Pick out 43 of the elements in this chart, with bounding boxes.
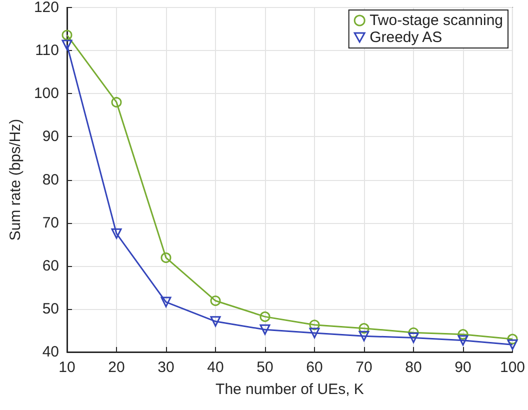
- point: [507, 334, 518, 344]
- x-tick-label: 60: [306, 359, 323, 376]
- legend-label: Greedy AS: [370, 29, 442, 46]
- point: [408, 327, 419, 338]
- y-tick-label: 60: [42, 257, 59, 274]
- point: [458, 329, 468, 340]
- x-tick-label: 10: [58, 359, 76, 376]
- point: [458, 335, 468, 346]
- point: [111, 228, 122, 239]
- point: [507, 339, 518, 350]
- point: [358, 323, 370, 334]
- y-tick-label: 50: [42, 300, 59, 318]
- y-tick-label: 90: [42, 128, 59, 146]
- x-tick-label: 40: [207, 359, 224, 376]
- point: [260, 311, 270, 322]
- x-axis-title: The number of UEs, K: [216, 381, 364, 398]
- y-tick-label: 40: [42, 344, 59, 360]
- x-tick-label: 80: [405, 359, 422, 376]
- point: [309, 328, 320, 338]
- x-tick-label: 30: [158, 359, 174, 376]
- y-tick-label: 80: [42, 171, 59, 188]
- legend-label: Two-stage scanning: [370, 12, 504, 29]
- point: [111, 96, 122, 108]
- x-tick-label: 90: [454, 359, 472, 376]
- y-tick-label: 110: [35, 42, 59, 60]
- point: [210, 316, 221, 327]
- point: [160, 252, 172, 263]
- point: [408, 332, 419, 344]
- y-tick-label: 100: [34, 85, 59, 102]
- y-tick-label: 120: [34, 0, 59, 16]
- point: [309, 320, 320, 330]
- y-tick-label: 70: [42, 214, 59, 232]
- point: [210, 296, 221, 306]
- x-tick-label: 20: [108, 359, 125, 376]
- x-tick-label: 50: [256, 359, 274, 376]
- x-tick-label: 70: [356, 359, 372, 376]
- point: [358, 330, 370, 342]
- y-axis-title: Sum rate (bps/Hz): [7, 118, 24, 241]
- point: [62, 40, 72, 50]
- point: [62, 30, 72, 40]
- point: [260, 324, 270, 335]
- x-tick-label: 100: [500, 359, 525, 376]
- point: [160, 296, 172, 308]
